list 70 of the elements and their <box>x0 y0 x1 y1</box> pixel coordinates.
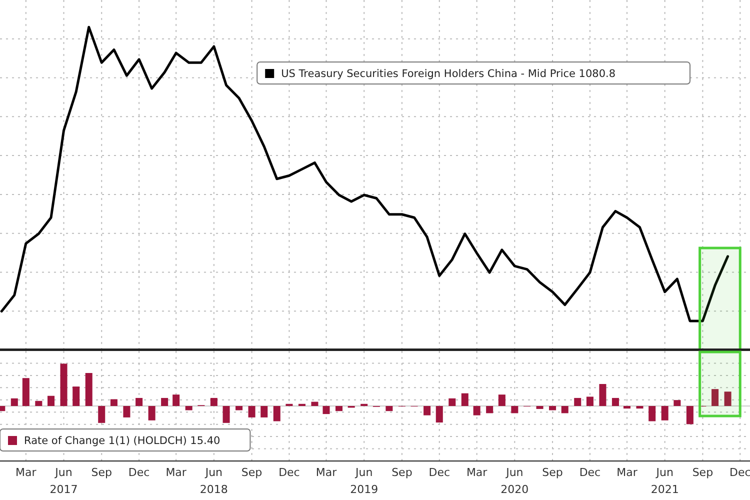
bar <box>549 406 556 410</box>
bar <box>311 402 318 406</box>
bar <box>260 406 268 418</box>
x-tick-label: Dec <box>128 466 150 479</box>
bar <box>10 398 18 406</box>
x-tick-label: Mar <box>466 466 488 479</box>
x-tick-label: Mar <box>616 466 638 479</box>
bar <box>322 406 330 414</box>
bar <box>712 389 719 406</box>
bar <box>98 406 106 423</box>
x-tick-label: Sep <box>91 466 112 479</box>
bar <box>148 406 156 420</box>
bar <box>574 398 582 406</box>
x-tick-label: Jun 2019 <box>350 466 378 496</box>
bar <box>110 399 118 406</box>
bar <box>172 394 180 406</box>
bar <box>498 394 506 406</box>
x-tick-label: Mar <box>166 466 187 479</box>
x-tick-label: Jun 2020 <box>500 466 529 496</box>
bar <box>210 398 218 406</box>
x-tick-label: Mar <box>316 466 338 479</box>
bar <box>22 378 30 406</box>
bar <box>461 393 468 406</box>
bar <box>424 406 431 416</box>
bar <box>222 406 230 423</box>
bar <box>648 406 656 422</box>
bar <box>561 406 568 414</box>
bar <box>586 396 594 406</box>
bar <box>623 406 630 409</box>
bar <box>161 398 168 406</box>
bar <box>335 406 343 412</box>
bar <box>448 398 456 406</box>
x-tick-label: Jun 2017 <box>50 466 78 496</box>
bar <box>48 396 55 406</box>
bar <box>436 406 443 422</box>
legend-label: US Treasury Securities Foreign Holders China - Mid Price 1080.8 <box>281 68 616 80</box>
x-tick-label: Mar <box>16 466 37 479</box>
bar <box>60 364 68 406</box>
x-tick-label: Dec <box>428 466 450 479</box>
bar <box>486 406 494 414</box>
bar <box>35 400 42 406</box>
x-tick-label: Dec <box>278 466 300 479</box>
bar <box>612 398 619 406</box>
bar <box>536 406 544 409</box>
bar <box>661 406 668 420</box>
bar <box>686 406 694 424</box>
bar <box>636 406 644 409</box>
bar <box>185 406 192 410</box>
bar <box>473 406 480 416</box>
bar <box>386 406 393 412</box>
bar <box>236 406 243 410</box>
x-tick-label: Jun 2018 <box>200 466 228 496</box>
bar <box>136 398 143 406</box>
x-tick-label: Jun 2021 <box>650 466 679 496</box>
legend-label: Rate of Change 1(1) (HOLDCH) 15.40 <box>24 435 220 447</box>
bar <box>511 406 518 414</box>
bar <box>72 386 80 406</box>
bar <box>85 373 92 406</box>
bar <box>123 406 130 418</box>
x-tick-label: Sep <box>542 466 563 479</box>
x-tick-label: Dec <box>579 466 601 479</box>
x-tick-label: Dec <box>729 466 750 479</box>
bar <box>674 400 681 406</box>
bar <box>248 406 256 418</box>
x-tick-label: Sep <box>692 466 714 479</box>
bar <box>724 392 732 406</box>
x-tick-label: Sep <box>241 466 262 479</box>
bar <box>273 406 280 422</box>
x-tick-label: Sep <box>392 466 412 479</box>
bar <box>599 384 606 406</box>
